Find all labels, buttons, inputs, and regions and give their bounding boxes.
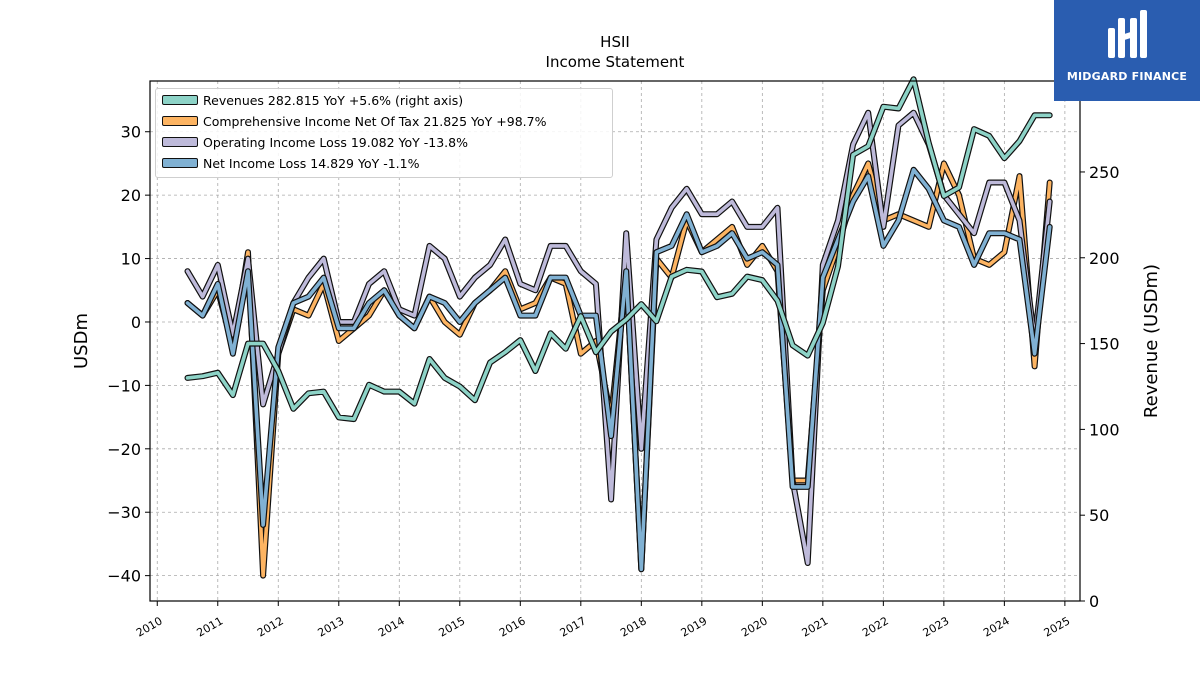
left-tick-label: −20 [107,440,141,459]
legend-label-operating-income: Operating Income Loss 19.082 YoY -13.8% [203,134,468,150]
legend-label-revenues: Revenues 282.815 YoY +5.6% (right axis) [203,92,464,108]
left-tick-label: −30 [107,503,141,522]
legend-label-comprehensive-income: Comprehensive Income Net Of Tax 21.825 Y… [203,113,547,129]
left-axis: −40 −30 −20 −10 0 10 20 30 [107,123,150,586]
left-tick-label: 10 [121,250,141,269]
right-tick-label: 50 [1089,506,1109,525]
x-tick-label: 2015 [437,614,468,639]
legend-swatch-operating-income [162,137,198,147]
right-tick-label: 0 [1089,592,1099,611]
x-tick-label: 2023 [921,614,952,639]
legend-item-comprehensive-income: Comprehensive Income Net Of Tax 21.825 Y… [162,113,546,129]
x-tick-label: 2025 [1042,614,1073,639]
series-lines [184,76,1053,579]
legend-swatch-net-income [162,158,198,168]
x-tick-label: 2014 [376,614,407,639]
right-tick-label: 200 [1089,249,1120,268]
x-tick-label: 2013 [316,614,347,639]
left-tick-label: −40 [107,567,141,586]
right-tick-label: 250 [1089,163,1120,182]
chart-subtitle: Income Statement [546,53,685,71]
legend-item-operating-income: Operating Income Loss 19.082 YoY -13.8% [162,134,468,150]
left-tick-label: −10 [107,376,141,395]
x-tick-label: 2011 [195,614,226,639]
x-axis: 2010 2011 2012 2013 2014 2015 2016 2017 2018 2019… [134,601,1072,640]
left-tick-label: 20 [121,186,141,205]
series-line-net-income-loss [185,168,1052,572]
legend-item-revenues: Revenues 282.815 YoY +5.6% (right axis) [162,92,463,108]
brand-logo: MIDGARD FINANCE [1054,0,1200,101]
left-tick-label: 0 [131,313,141,332]
right-axis-label: Revenue (USDm) [1141,264,1162,418]
x-tick-label: 2024 [981,614,1012,639]
right-axis: 050100150200250300 [1080,77,1120,611]
left-axis-label: USDm [71,313,92,369]
x-tick-label: 2019 [679,614,710,639]
x-tick-label: 2012 [255,614,286,639]
midgard-logo-icon [1108,10,1147,58]
logo-text: MIDGARD FINANCE [1066,70,1188,83]
legend-label-net-income: Net Income Loss 14.829 YoY -1.1% [203,155,420,171]
x-tick-label: 2021 [800,614,831,639]
right-tick-label: 100 [1089,420,1120,439]
right-tick-label: 150 [1089,335,1120,354]
x-tick-label: 2020 [739,614,770,639]
series-line-revenues [185,77,1052,421]
chart-legend: Revenues 282.815 YoY +5.6% (right axis) … [155,88,613,178]
legend-item-net-income: Net Income Loss 14.829 YoY -1.1% [162,155,420,171]
chart-title: HSII [600,33,630,51]
left-tick-label: 30 [121,123,141,142]
x-tick-label: 2022 [860,614,891,639]
x-tick-label: 2016 [497,614,528,639]
x-tick-label: 2018 [618,614,649,639]
x-tick-label: 2010 [134,614,165,639]
legend-swatch-revenues [162,95,198,105]
legend-swatch-comprehensive-income [162,116,198,126]
plot-frame [149,80,1081,602]
x-tick-label: 2017 [558,614,589,639]
